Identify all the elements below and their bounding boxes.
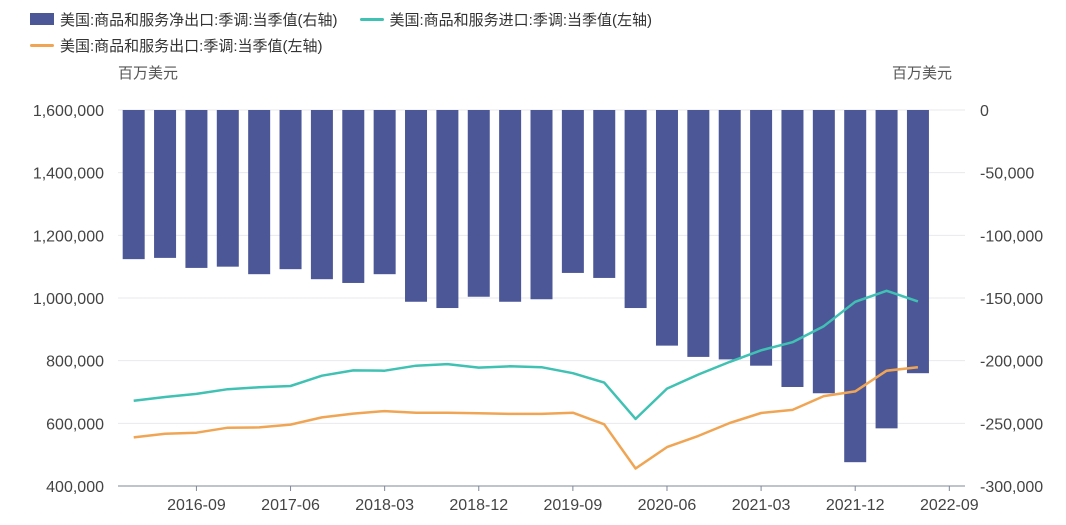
legend-item-exports[interactable]: 美国:商品和服务出口:季调:当季值(左轴) [30, 35, 323, 56]
net-exports-bar [812, 110, 835, 394]
net-exports-bar [561, 110, 584, 273]
net-exports-bar [875, 110, 898, 429]
net-exports-bar [844, 110, 867, 463]
x-axis-tick-label: 2018-12 [449, 497, 508, 514]
net-exports-bar [405, 110, 428, 302]
right-axis-tick-label: -200,000 [980, 354, 1043, 371]
legend-swatch-exports [30, 43, 54, 47]
left-axis-tick-label: 1,200,000 [33, 228, 104, 245]
net-exports-bar [530, 110, 553, 300]
net-exports-bar [122, 110, 145, 260]
net-exports-bar [373, 110, 396, 275]
x-axis-tick-label: 2021-03 [732, 497, 791, 514]
legend-item-net-exports[interactable]: 美国:商品和服务净出口:季调:当季值(右轴) [30, 9, 338, 30]
legend-label-exports: 美国:商品和服务出口:季调:当季值(左轴) [60, 37, 323, 55]
left-axis-tick-label: 1,000,000 [33, 291, 104, 308]
x-axis-tick-label: 2016-09 [167, 497, 226, 514]
legend-swatch-bar [30, 13, 54, 25]
left-axis-tick-label: 600,000 [46, 416, 104, 433]
net-exports-bar [216, 110, 239, 267]
x-axis-tick-label: 2020-06 [638, 497, 697, 514]
net-exports-bar [279, 110, 302, 270]
x-axis-tick-label: 2018-03 [355, 497, 414, 514]
exports-line [133, 365, 919, 470]
legend-row-1: 美国:商品和服务净出口:季调:当季值(右轴) 美国:商品和服务进口:季调:当季值… [30, 6, 1030, 32]
x-axis-tick-label: 2021-12 [826, 497, 885, 514]
left-axis-tick-label: 400,000 [46, 479, 104, 496]
net-exports-bar [781, 110, 804, 387]
net-exports-bar [310, 110, 333, 280]
net-exports-bar [906, 110, 929, 374]
x-axis-tick-label: 2019-09 [544, 497, 603, 514]
right-axis-tick-label: -300,000 [980, 479, 1043, 496]
x-axis-tick-label: 2017-06 [261, 497, 320, 514]
net-exports-bar [750, 110, 773, 366]
net-exports-bar [687, 110, 710, 357]
imports-line [133, 289, 919, 421]
left-axis-tick-label: 1,400,000 [33, 166, 104, 183]
right-axis-tick-label: -50,000 [980, 166, 1034, 183]
right-axis-tick-label: -250,000 [980, 416, 1043, 433]
net-exports-bar [624, 110, 647, 309]
legend-swatch-imports [359, 17, 384, 21]
net-exports-bar [248, 110, 271, 275]
left-axis-unit: 百万美元 [118, 65, 179, 82]
legend-row-2: 美国:商品和服务出口:季调:当季值(左轴) [30, 32, 1030, 58]
x-axis-tick-label: 2022-09 [920, 497, 979, 514]
right-axis-tick-label: 0 [980, 103, 989, 120]
legend-label-net-exports: 美国:商品和服务净出口:季调:当季值(右轴) [60, 11, 338, 29]
right-axis-tick-label: -100,000 [980, 228, 1043, 245]
right-axis-tick-label: -150,000 [980, 291, 1043, 308]
net-exports-bar [499, 110, 522, 302]
left-axis-tick-label: 1,600,000 [33, 103, 104, 120]
legend-item-imports[interactable]: 美国:商品和服务进口:季调:当季值(左轴) [359, 9, 653, 30]
legend: 美国:商品和服务净出口:季调:当季值(右轴) 美国:商品和服务进口:季调:当季值… [30, 6, 1030, 58]
net-exports-bar [342, 110, 365, 283]
right-axis-unit: 百万美元 [892, 65, 953, 82]
net-exports-bar [655, 110, 678, 346]
left-axis-tick-label: 800,000 [46, 354, 104, 371]
legend-label-imports: 美国:商品和服务进口:季调:当季值(左轴) [389, 11, 653, 29]
net-exports-bar [154, 110, 177, 258]
net-exports-bar [185, 110, 208, 268]
net-exports-bar [718, 110, 741, 360]
net-exports-bar [593, 110, 616, 278]
net-exports-bar [436, 110, 459, 309]
net-exports-bar [467, 110, 490, 297]
